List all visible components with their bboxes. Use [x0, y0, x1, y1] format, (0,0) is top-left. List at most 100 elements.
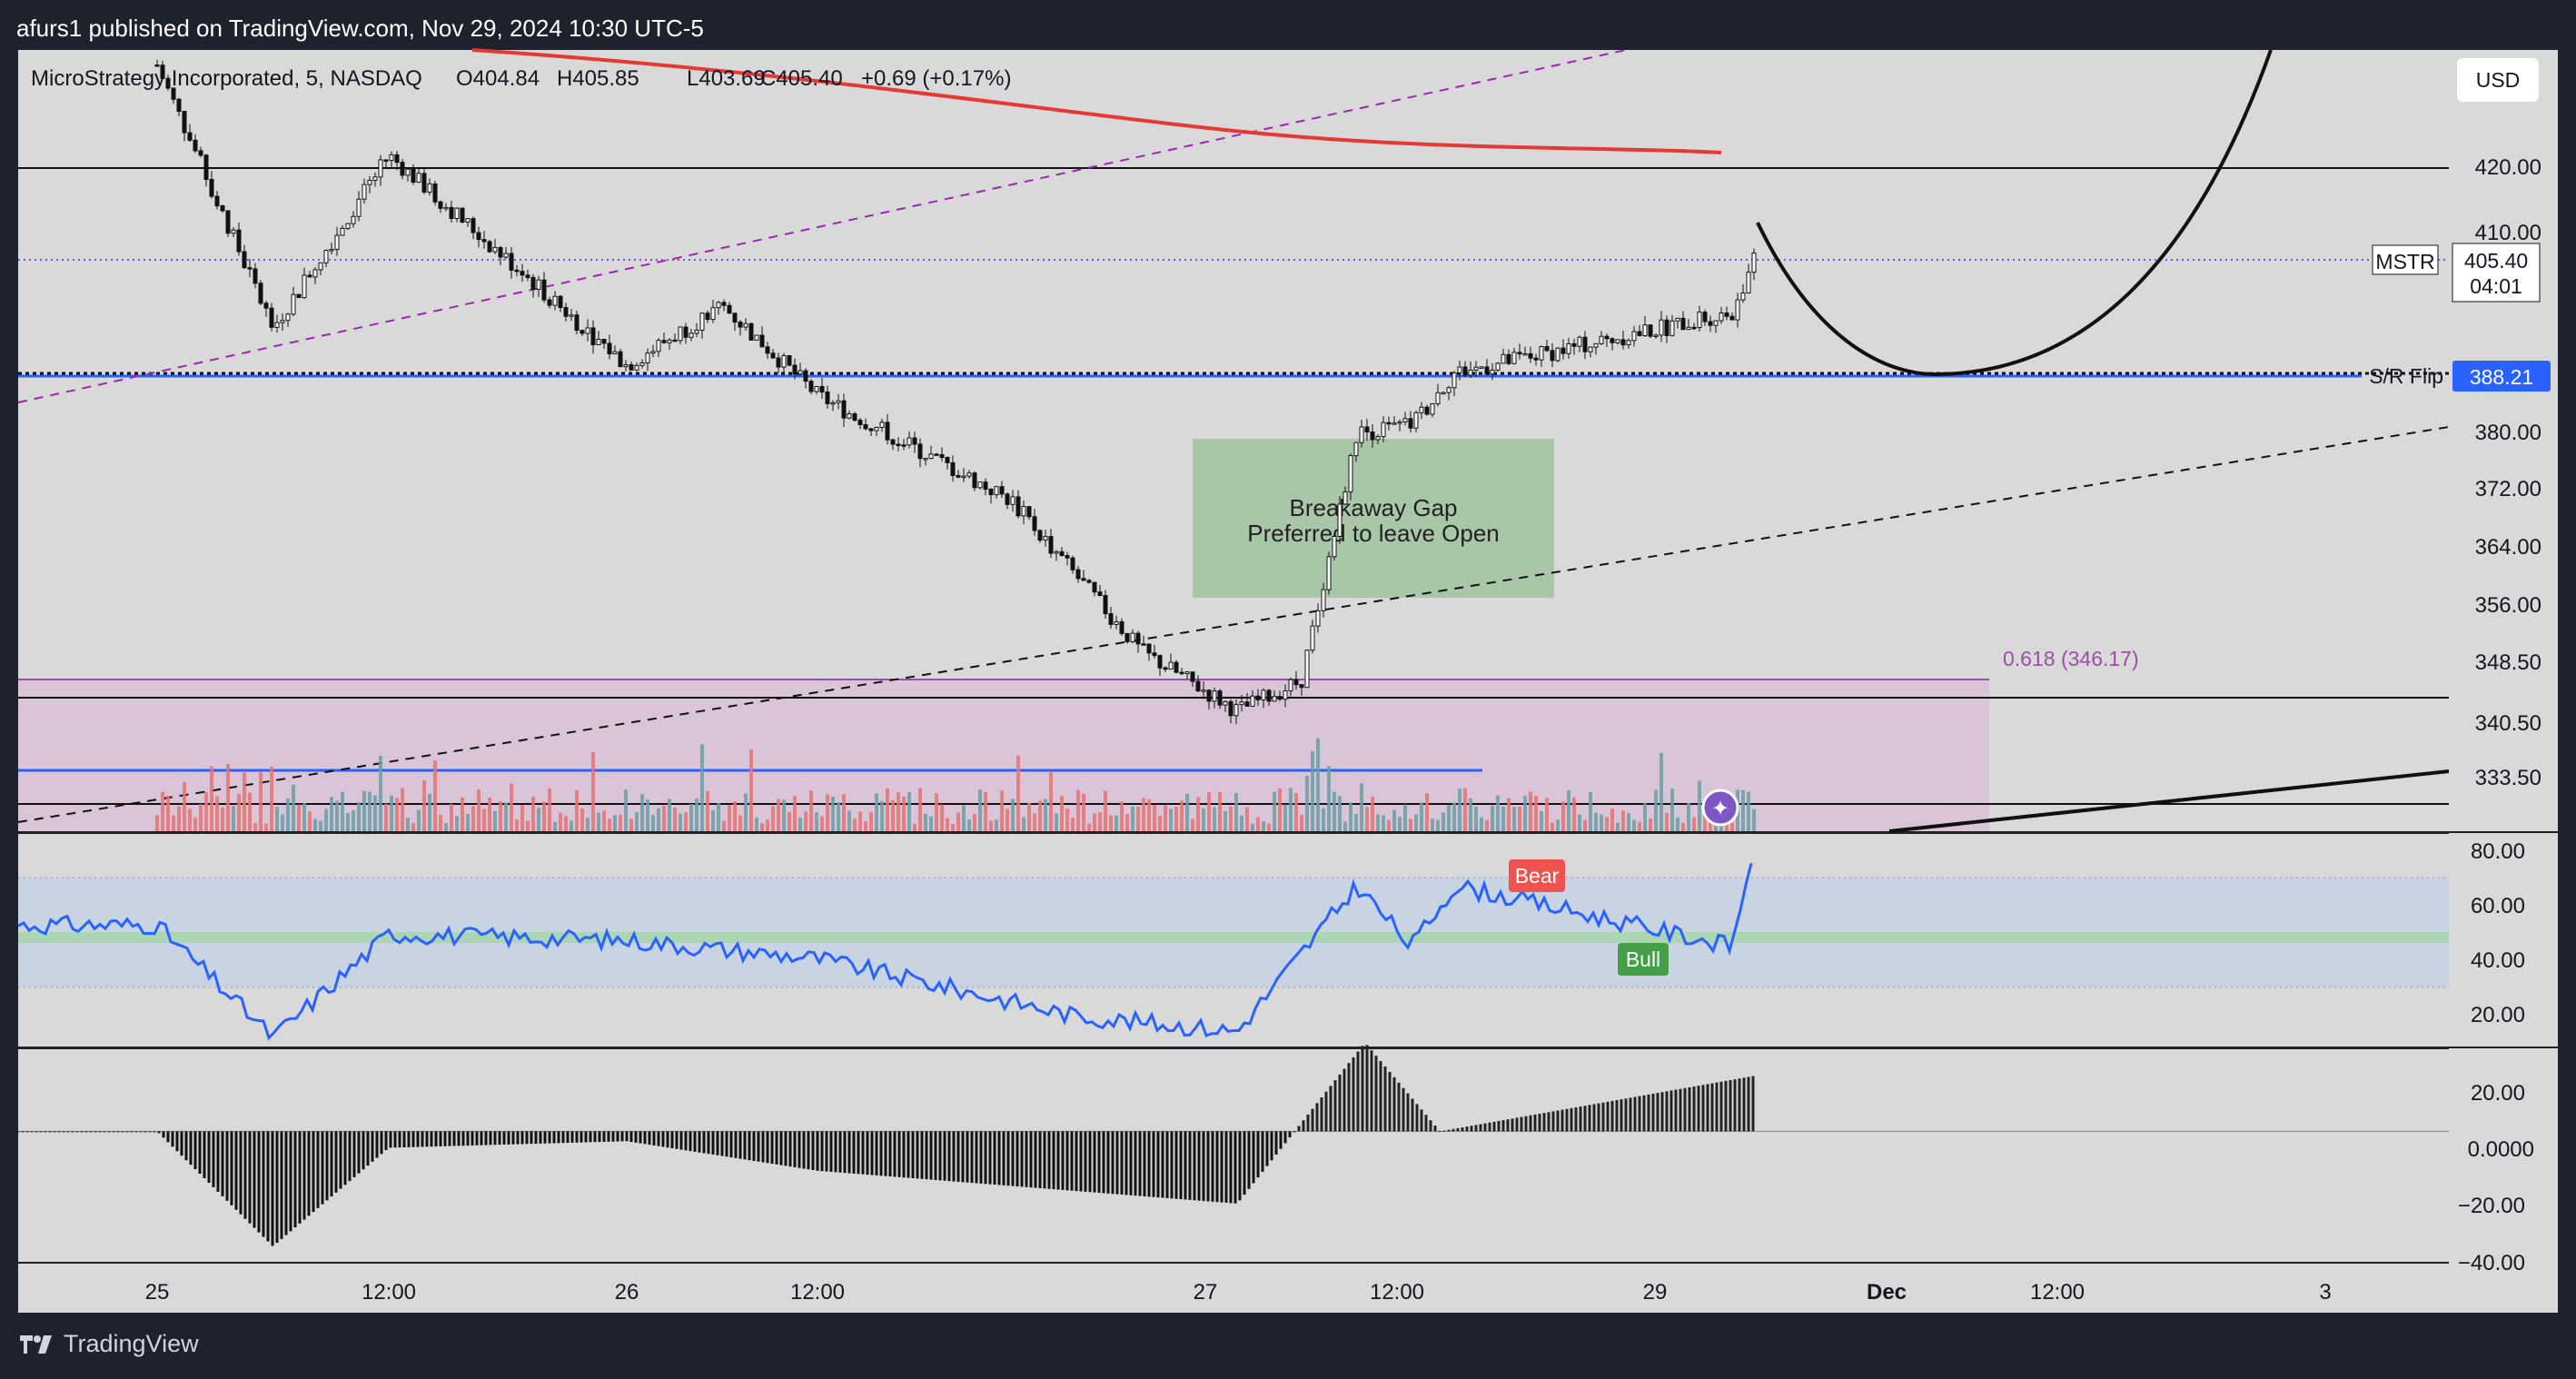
osc-bar — [371, 1131, 374, 1162]
candle-body — [1528, 352, 1533, 359]
candle-body — [1620, 339, 1626, 346]
candle-body — [678, 326, 683, 342]
osc-bar — [1660, 1092, 1664, 1132]
candle-body — [1005, 493, 1010, 505]
volume-bar — [193, 818, 197, 831]
oscillator-histogram[interactable] — [16, 1045, 2450, 1246]
candle-body — [874, 426, 879, 432]
candle-body — [607, 342, 612, 355]
osc-bar — [548, 1131, 551, 1144]
osc-bar — [566, 1131, 570, 1144]
volume-bar — [1649, 818, 1652, 831]
osc-bar — [1665, 1091, 1669, 1132]
volume-bar — [243, 772, 246, 831]
candle-body — [1419, 406, 1424, 413]
time-label: 25 — [145, 1280, 170, 1305]
candle-body — [1402, 418, 1408, 422]
osc-bar — [1211, 1131, 1214, 1202]
volume-bar — [771, 806, 775, 831]
osc-bar — [1279, 1131, 1283, 1149]
volume-bar — [1185, 793, 1189, 831]
volume-bar — [1638, 821, 1641, 831]
osc-bar — [1143, 1131, 1146, 1196]
osc-bar — [334, 1131, 338, 1193]
symbol-legend[interactable]: MicroStrategy Incorporated, 5, NASDAQ O4… — [31, 66, 1011, 91]
candle-body — [814, 386, 819, 392]
osc-bar — [811, 1131, 815, 1170]
moving-average-line[interactable] — [471, 48, 1722, 154]
osc-bar — [1656, 1093, 1660, 1132]
osc-bar — [307, 1131, 311, 1216]
candle-body — [1669, 320, 1675, 336]
osc-bar — [1597, 1103, 1600, 1132]
osc-bar — [316, 1131, 320, 1208]
osc-bar — [1570, 1107, 1573, 1132]
volume-bar — [1191, 818, 1194, 831]
black-dashed-trendline[interactable] — [17, 426, 2450, 823]
black-solid-trendline[interactable] — [1888, 769, 2450, 833]
gap-label-line1: Breakaway Gap — [1290, 494, 1458, 521]
candle-body — [966, 472, 972, 477]
volume-bar — [1049, 771, 1053, 831]
candle-body — [585, 327, 590, 334]
candle-body — [334, 234, 340, 251]
osc-bar — [1288, 1131, 1292, 1138]
candle-body — [672, 339, 678, 342]
oscillator-pane[interactable] — [18, 1049, 2449, 1313]
rsi-line[interactable] — [17, 862, 1753, 1041]
tradingview-brand[interactable]: TradingView — [18, 1330, 199, 1358]
candle-body — [830, 402, 836, 405]
candle-body — [1075, 569, 1081, 580]
candle-body — [291, 293, 296, 315]
candle-body — [1490, 369, 1495, 375]
osc-bar — [1006, 1131, 1010, 1186]
volume-bar — [1398, 817, 1402, 831]
chart-canvas[interactable]: 0.618 (346.17) Breakaway Gap Preferred t… — [0, 0, 2576, 1315]
currency-button[interactable]: USD — [2457, 58, 2539, 102]
volume-bar — [1409, 818, 1412, 831]
volume-bar — [281, 814, 284, 831]
osc-bar — [207, 1131, 211, 1183]
osc-bar — [1370, 1050, 1373, 1132]
candle-body — [765, 346, 770, 354]
legend-close: C405.40 — [760, 66, 843, 91]
osc-bar — [916, 1131, 919, 1179]
projection-curve[interactable] — [1756, 49, 2273, 377]
osc-bar — [511, 1131, 515, 1145]
sr-flip-tag[interactable]: S/R Flip 388.21 — [2369, 361, 2551, 392]
osc-bar — [1061, 1131, 1065, 1190]
price-candles[interactable] — [154, 59, 1757, 725]
volume-bar — [1583, 819, 1587, 831]
osc-bar — [784, 1131, 788, 1166]
osc-bar — [1447, 1129, 1451, 1132]
ideas-star-icon[interactable]: ✦ — [1701, 789, 1739, 827]
volume-bar — [1654, 789, 1658, 831]
candle-body — [574, 314, 580, 332]
volume-bar — [1256, 817, 1260, 831]
candle-body — [1212, 690, 1217, 702]
volume-bar — [292, 784, 295, 831]
candle-body — [1582, 336, 1588, 352]
last-price-tag[interactable]: MSTR 405.40 04:01 — [2372, 243, 2541, 303]
volume-bar — [815, 812, 818, 831]
osc-bar — [875, 1131, 878, 1176]
breakaway-gap-box[interactable] — [1193, 439, 1554, 598]
volume-bar — [684, 812, 688, 831]
candle-body — [1146, 643, 1152, 654]
osc-label: −40.00 — [2458, 1251, 2525, 1275]
osc-bar — [62, 1131, 65, 1133]
volume-bar — [1431, 818, 1434, 831]
volume-bar — [275, 807, 279, 831]
candle-body — [312, 269, 318, 278]
volume-bar — [520, 804, 524, 831]
osc-bar — [816, 1131, 819, 1171]
volume-bar — [995, 819, 998, 831]
osc-bar — [1029, 1131, 1033, 1188]
osc-bar — [1243, 1131, 1246, 1195]
candle-body — [1571, 342, 1577, 347]
volume-bar — [526, 820, 530, 831]
osc-bar — [761, 1131, 765, 1163]
purple-channel-trendline[interactable] — [17, 49, 1627, 403]
candle-body — [956, 474, 961, 478]
volume-bar — [1681, 822, 1685, 831]
